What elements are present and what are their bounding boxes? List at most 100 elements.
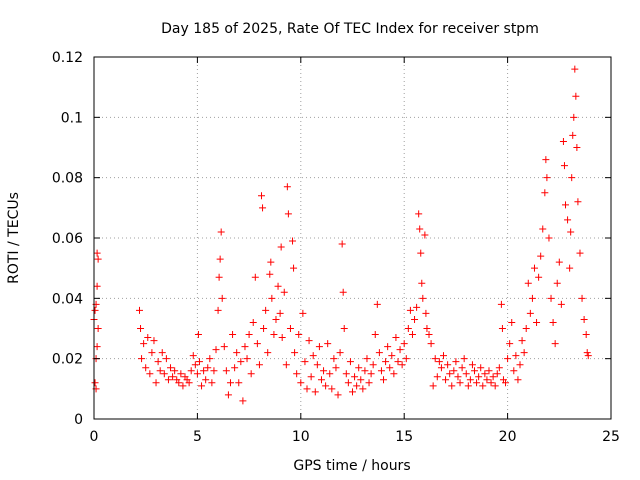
data-point [483,376,491,384]
data-point [539,225,547,233]
data-point [380,376,388,384]
data-point [291,349,299,357]
data-point [293,370,301,378]
data-point [541,189,549,197]
data-point [359,385,367,393]
data-point [177,370,185,378]
data-point [497,300,505,308]
data-point [448,382,456,390]
data-point [384,343,392,351]
data-point [215,273,223,281]
data-point [435,358,443,366]
data-point [361,367,369,375]
data-point [576,249,584,257]
data-point [415,210,423,218]
data-point [444,361,452,369]
data-point [418,279,426,287]
data-point [280,288,288,296]
data-point [454,373,462,381]
data-point [231,364,239,372]
data-point [555,258,563,266]
data-point [299,309,307,317]
data-point [547,294,555,302]
data-point [320,367,328,375]
data-point [353,382,361,390]
data-point [363,355,371,363]
data-point [423,325,431,332]
data-point [446,370,454,378]
data-point [217,228,225,236]
data-point [191,361,199,369]
data-point [202,376,210,384]
data-point [258,192,266,200]
data-point [277,243,285,251]
data-point [210,367,218,375]
data-point [303,385,311,393]
data-point [322,382,330,390]
data-point [427,340,435,348]
data-point [266,270,274,278]
data-point [429,382,437,390]
y-tick-label: 0.02 [52,352,83,368]
data-point [179,382,187,390]
data-point [528,294,536,302]
data-point [510,367,518,375]
data-point [251,273,259,281]
data-point [224,391,232,399]
data-point [135,306,143,314]
data-point [416,225,424,233]
data-point [402,355,410,363]
data-point [317,376,325,384]
x-axis-label: GPS time / hours [293,458,410,474]
data-point [164,376,172,384]
data-point [324,340,332,348]
data-point [351,373,359,381]
data-point [295,331,303,339]
data-point [169,373,177,381]
data-point [198,382,206,390]
data-point [208,379,216,387]
data-point [400,340,408,348]
data-point [355,364,363,372]
data-point [583,349,591,357]
data-point [142,364,150,372]
data-point [167,364,175,372]
data-point [571,65,579,73]
data-point [396,346,404,354]
data-point [566,264,574,272]
data-point [214,306,222,314]
data-point [468,361,476,369]
data-point [485,367,493,375]
data-point [204,364,212,372]
data-point [301,358,309,366]
data-point [450,367,458,375]
data-point [289,237,297,245]
data-point [367,370,375,378]
data-point [262,306,270,314]
data-point [442,376,450,384]
data-point [584,352,592,360]
data-point [148,349,156,357]
data-point [493,370,501,378]
data-point [229,331,237,339]
data-point [462,370,470,378]
data-point [152,379,160,387]
data-point [473,379,481,387]
data-point [388,352,396,360]
data-point [270,331,278,339]
data-point [518,337,526,345]
data-point [452,358,460,366]
data-point [218,294,226,302]
data-point [307,373,315,381]
grid [94,57,611,419]
data-point [377,367,385,375]
data-point [512,352,520,360]
data-point [241,343,249,351]
data-point [514,376,522,384]
x-tick-label: 20 [499,429,517,445]
data-point [297,379,305,387]
data-point [195,358,203,366]
data-point [216,255,224,263]
x-tick-label: 0 [90,429,99,445]
data-point [239,397,247,405]
